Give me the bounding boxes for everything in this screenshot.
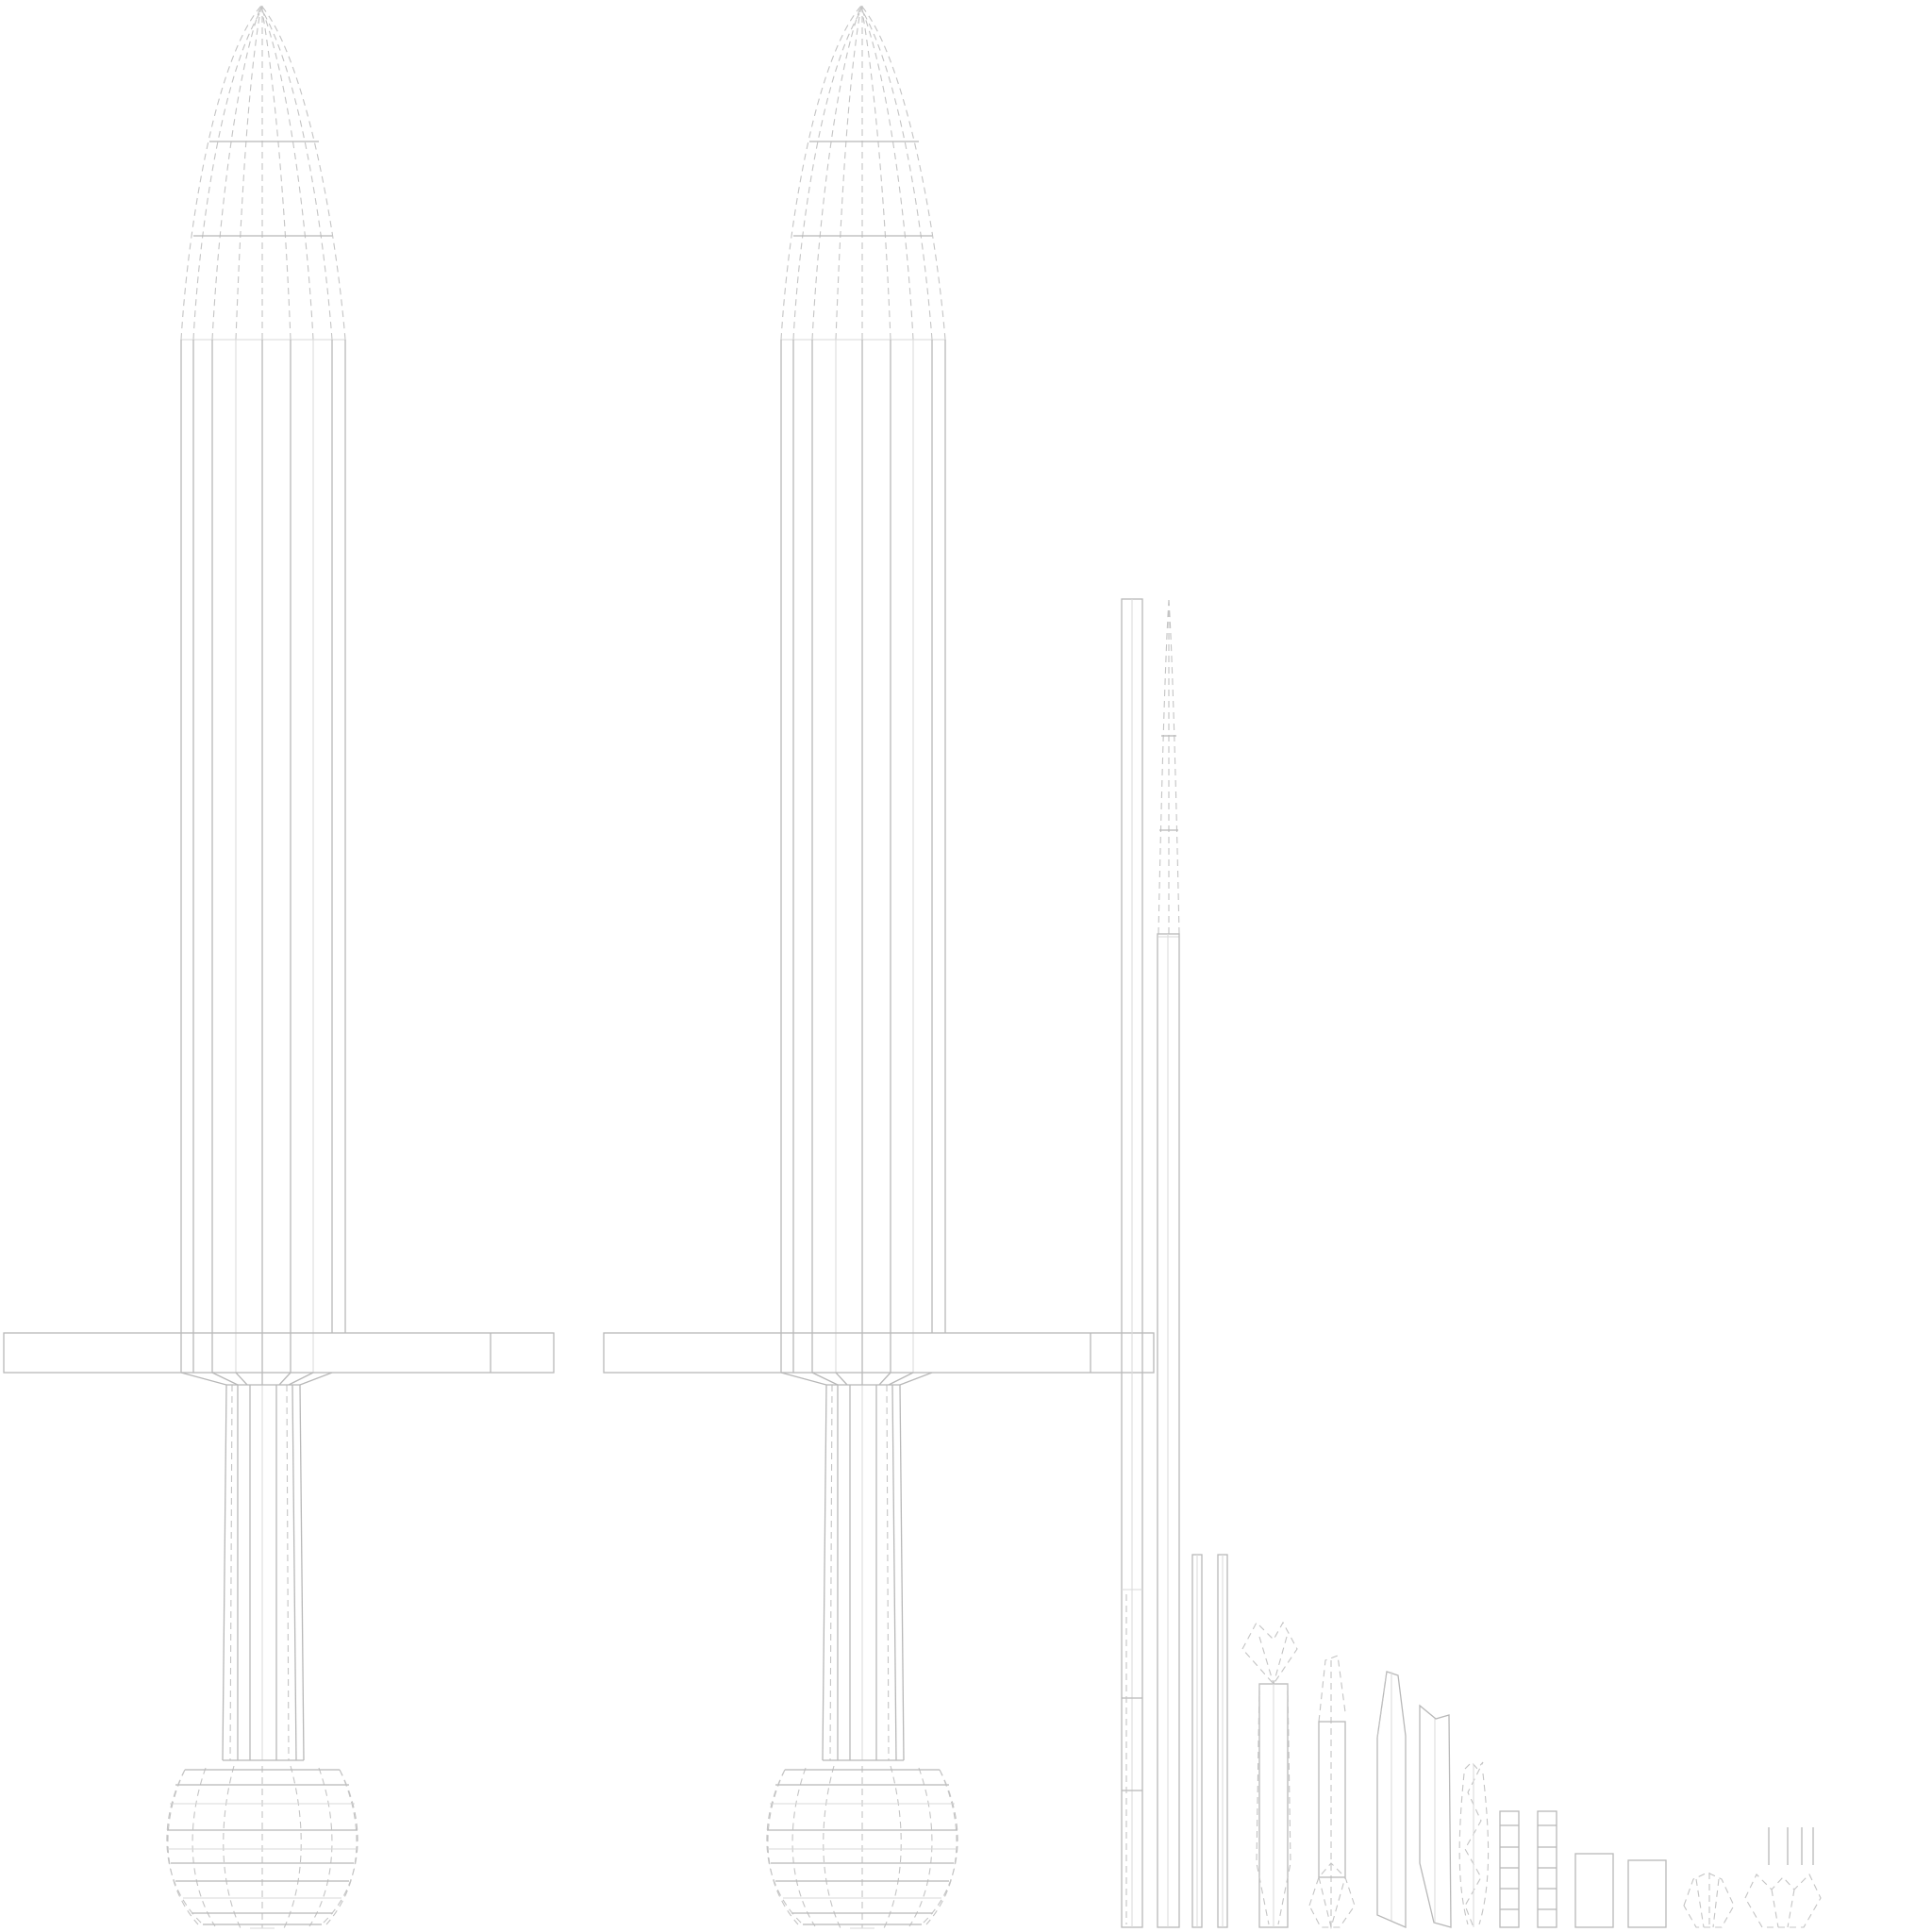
grip bbox=[222, 1384, 305, 1761]
guard-grip-taper bbox=[180, 1372, 333, 1386]
crossguard bbox=[3, 1332, 555, 1374]
blade-tip-strip-island bbox=[1157, 599, 1180, 1928]
rect-piece-b bbox=[1627, 1859, 1667, 1928]
sword-back-island bbox=[603, 5, 1155, 1929]
rect-piece-a bbox=[1574, 1853, 1614, 1928]
pommel-cap-piece bbox=[1683, 1872, 1735, 1928]
fan-piece-a bbox=[1241, 1621, 1298, 1928]
ladder-strip-a bbox=[1499, 1810, 1520, 1928]
blade-body bbox=[180, 340, 346, 1373]
taper-piece-b bbox=[1419, 1704, 1452, 1928]
small-piece-islands bbox=[1191, 1554, 1822, 1930]
taper-piece-a bbox=[1376, 1671, 1407, 1928]
spearhead-piece bbox=[1308, 1655, 1356, 1930]
pommel bbox=[166, 1765, 358, 1929]
fan-piece-b bbox=[1744, 1827, 1822, 1928]
blade-tip bbox=[180, 5, 346, 341]
sword-front-island bbox=[3, 5, 555, 1929]
spine-piece bbox=[1458, 1761, 1490, 1928]
ladder-strip-b bbox=[1537, 1810, 1557, 1928]
blade-edge-strip-island bbox=[1121, 598, 1143, 1928]
